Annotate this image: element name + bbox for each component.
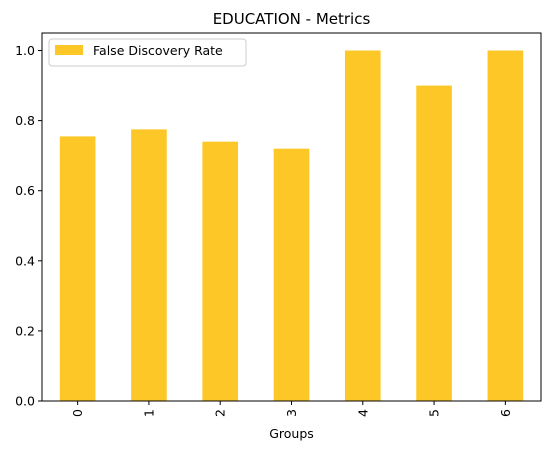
bar-group-1 [131, 129, 167, 401]
y-axis: 0.0 0.2 0.4 0.6 0.8 1.0 [15, 43, 42, 409]
chart-title: EDUCATION - Metrics [213, 10, 371, 28]
x-tick-label-4: 4 [355, 409, 370, 417]
y-tick-label-1.0: 1.0 [15, 43, 35, 58]
x-tick-label-3: 3 [284, 409, 299, 417]
x-axis-title: Groups [269, 426, 314, 441]
x-tick-label-0: 0 [70, 409, 85, 417]
legend-box [48, 38, 247, 67]
bar-group-5 [416, 85, 452, 401]
x-axis: 0 1 2 3 4 5 6 [70, 401, 513, 417]
y-tick-label-0.6: 0.6 [15, 183, 35, 198]
y-tick-label-0.4: 0.4 [15, 253, 35, 268]
y-tick-label-0.8: 0.8 [15, 113, 35, 128]
plot-frame [41, 32, 542, 402]
bar-group-3 [273, 148, 310, 401]
legend: False Discovery Rate [48, 38, 247, 67]
y-tick-label-0.2: 0.2 [15, 323, 35, 338]
legend-label: False Discovery Rate [93, 43, 223, 58]
bar-group-0 [59, 136, 96, 401]
bar-group-6 [487, 50, 524, 402]
bar-group-4 [344, 50, 381, 402]
bars-group [59, 50, 524, 402]
x-tick-label-1: 1 [141, 409, 156, 417]
x-tick-label-6: 6 [498, 409, 513, 417]
bar-group-2 [202, 141, 239, 401]
x-tick-label-5: 5 [427, 409, 442, 417]
x-tick-label-2: 2 [213, 409, 228, 417]
legend-swatch [55, 45, 83, 55]
y-tick-label-0.0: 0.0 [15, 394, 35, 409]
